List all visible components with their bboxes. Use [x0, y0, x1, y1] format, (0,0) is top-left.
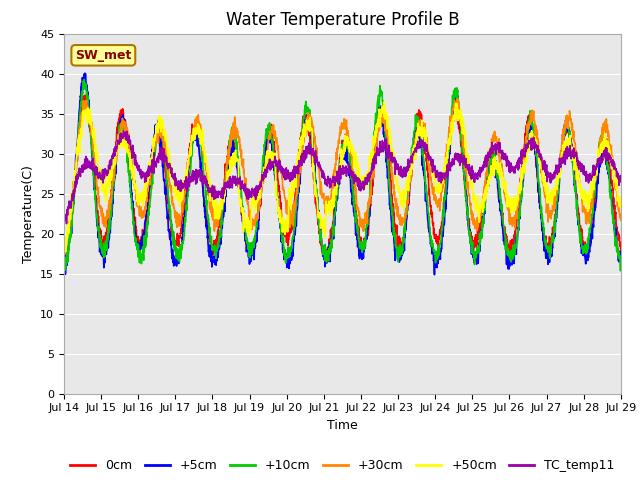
0cm [60, 261, 68, 266]
+5cm [81, 70, 89, 76]
0cm [601, 141, 609, 147]
Line: +30cm: +30cm [64, 99, 621, 254]
+30cm [331, 172, 339, 178]
+30cm [602, 118, 609, 124]
TC_temp11 [89, 166, 97, 171]
+30cm [60, 250, 68, 256]
+10cm [601, 142, 609, 147]
+30cm [617, 217, 625, 223]
+30cm [499, 177, 507, 183]
+30cm [61, 252, 68, 257]
0cm [316, 240, 324, 246]
+50cm [331, 187, 339, 192]
+30cm [316, 181, 324, 187]
+50cm [88, 132, 96, 137]
0cm [499, 210, 506, 216]
TC_temp11 [120, 129, 127, 134]
+30cm [89, 139, 97, 145]
+50cm [601, 132, 609, 137]
TC_temp11 [602, 148, 609, 154]
Line: TC_temp11: TC_temp11 [64, 132, 621, 224]
+10cm [89, 158, 97, 164]
Line: +5cm: +5cm [64, 73, 621, 275]
TC_temp11 [332, 176, 339, 182]
0cm [601, 135, 609, 141]
+10cm [499, 217, 506, 223]
Y-axis label: Temperature(C): Temperature(C) [22, 165, 35, 263]
TC_temp11 [60, 218, 68, 224]
0cm [617, 248, 625, 254]
+30cm [601, 126, 609, 132]
TC_temp11 [617, 177, 625, 183]
+5cm [602, 150, 609, 156]
+5cm [601, 148, 609, 154]
+5cm [431, 272, 438, 277]
Line: +50cm: +50cm [64, 102, 621, 255]
X-axis label: Time: Time [327, 419, 358, 432]
+50cm [617, 202, 625, 207]
0cm [81, 92, 89, 98]
+50cm [499, 184, 506, 190]
Line: 0cm: 0cm [64, 95, 621, 264]
TC_temp11 [317, 167, 324, 173]
0cm [331, 202, 339, 208]
+5cm [331, 216, 339, 221]
+10cm [617, 257, 625, 263]
Line: +10cm: +10cm [64, 80, 621, 278]
+5cm [499, 230, 507, 236]
+50cm [380, 99, 388, 105]
+5cm [617, 260, 625, 265]
TC_temp11 [63, 221, 70, 227]
TC_temp11 [499, 150, 507, 156]
Title: Water Temperature Profile B: Water Temperature Profile B [225, 11, 460, 29]
+50cm [316, 213, 324, 219]
+10cm [80, 77, 88, 83]
+5cm [60, 268, 68, 274]
+5cm [89, 164, 97, 169]
0cm [89, 160, 97, 166]
+5cm [316, 232, 324, 238]
+10cm [316, 238, 324, 243]
TC_temp11 [601, 151, 609, 156]
+10cm [60, 276, 68, 281]
+10cm [601, 144, 609, 150]
+30cm [454, 96, 461, 102]
Legend: 0cm, +5cm, +10cm, +30cm, +50cm, TC_temp11: 0cm, +5cm, +10cm, +30cm, +50cm, TC_temp1… [65, 455, 620, 477]
Text: SW_met: SW_met [75, 49, 131, 62]
+10cm [331, 210, 339, 216]
+50cm [601, 139, 609, 144]
+50cm [60, 252, 68, 258]
